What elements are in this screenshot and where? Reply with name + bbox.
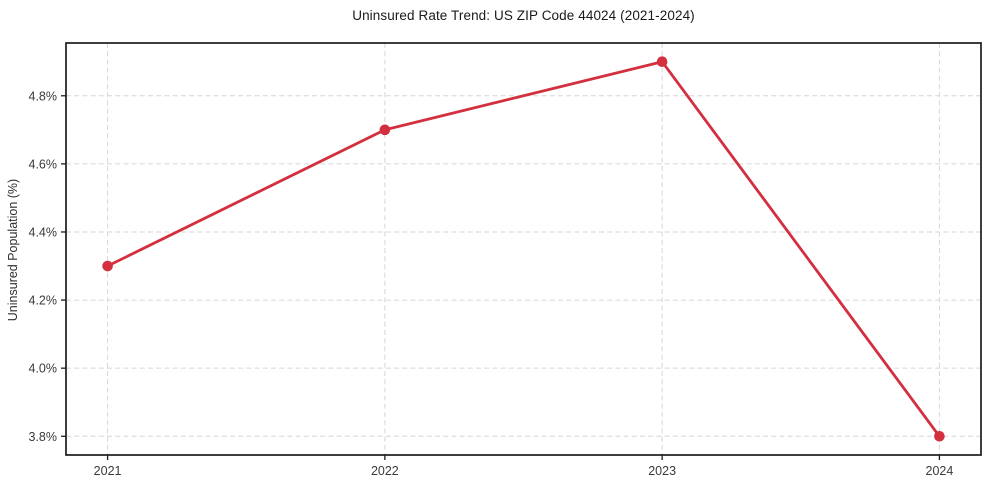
y-tick-label: 4.8%	[29, 89, 58, 103]
chart-title: Uninsured Rate Trend: US ZIP Code 44024 …	[352, 8, 695, 23]
y-tick-label: 4.6%	[29, 157, 58, 171]
plot-frame	[65, 42, 982, 456]
y-tick-label: 4.4%	[29, 225, 58, 239]
data-point	[656, 56, 668, 68]
y-tick-label: 4.0%	[29, 362, 58, 376]
trend-line	[106, 60, 941, 438]
y-tick-label: 4.2%	[29, 294, 58, 308]
data-point	[102, 260, 113, 272]
y-tick-label: 3.8%	[29, 430, 58, 444]
data-point	[379, 124, 391, 136]
x-tick-label: 2023	[648, 464, 676, 478]
data-point	[934, 430, 945, 442]
x-tick-label: 2024	[926, 464, 954, 478]
y-axis-label: Uninsured Population (%)	[6, 178, 20, 322]
x-tick-label: 2021	[94, 464, 122, 478]
x-tick-label: 2022	[371, 464, 399, 478]
